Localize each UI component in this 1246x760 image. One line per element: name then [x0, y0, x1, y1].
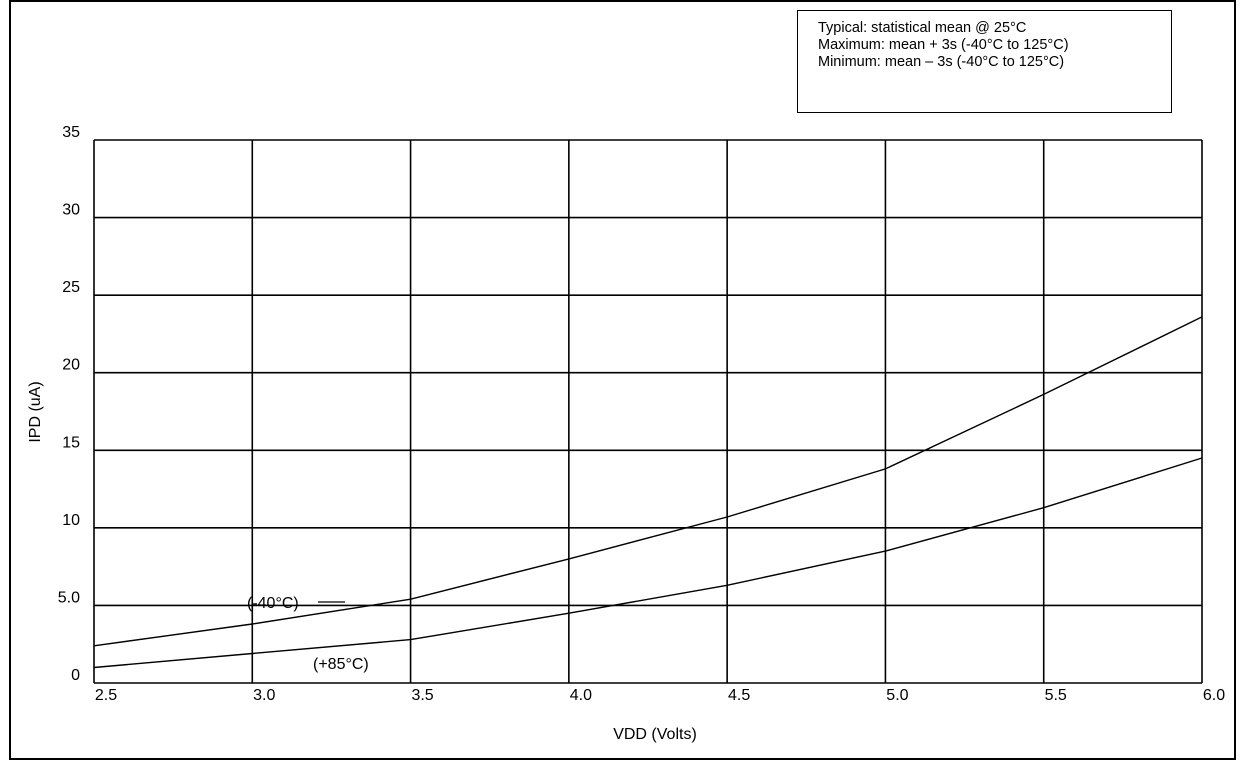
x-tick-label: 5.5: [1045, 687, 1067, 704]
x-tick-label: 6.0: [1203, 687, 1225, 704]
grid: [93, 139, 1203, 684]
x-tick-labels: 2.5 3.0 3.5 4.0 4.5 5.0 5.5 6.0: [95, 687, 1225, 704]
y-tick-label: 10: [62, 512, 80, 529]
series-label-0: (-40°C): [247, 595, 299, 612]
x-tick-label: 3.0: [253, 687, 275, 704]
y-tick-label: 0: [71, 667, 80, 684]
series-label-1: (+85°C): [313, 656, 369, 673]
legend-note-minimum: Minimum: mean – 3s (-40°C to 125°C): [818, 54, 1065, 70]
x-tick-label: 3.5: [411, 687, 433, 704]
y-tick-label: 15: [62, 434, 80, 451]
series-lines: [93, 316, 1203, 669]
x-tick-label: 2.5: [95, 687, 117, 704]
y-tick-label: 30: [62, 202, 80, 219]
y-tick-label: 5.0: [58, 589, 80, 606]
x-tick-label: 4.0: [570, 687, 592, 704]
series-labels: (-40°C) (+85°C): [247, 595, 369, 673]
y-tick-label: 20: [62, 357, 80, 374]
legend-note-maximum: Maximum: mean + 3s (-40°C to 125°C): [818, 37, 1069, 53]
series-line-0: [93, 316, 1203, 647]
x-tick-label: 5.0: [886, 687, 908, 704]
legend-notes-box: Typical: statistical mean @ 25°C Maximum…: [797, 10, 1172, 113]
x-axis-label: VDD (Volts): [613, 726, 697, 743]
y-axis-label: IPD (uA): [27, 381, 44, 442]
x-tick-label: 4.5: [728, 687, 750, 704]
y-tick-labels: 0 5.0 10 15 20 25 30 35: [58, 124, 80, 684]
series-line-1: [93, 457, 1203, 669]
legend-note-typical: Typical: statistical mean @ 25°C: [818, 20, 1027, 36]
y-tick-label: 35: [62, 124, 80, 141]
y-tick-label: 25: [62, 279, 80, 296]
